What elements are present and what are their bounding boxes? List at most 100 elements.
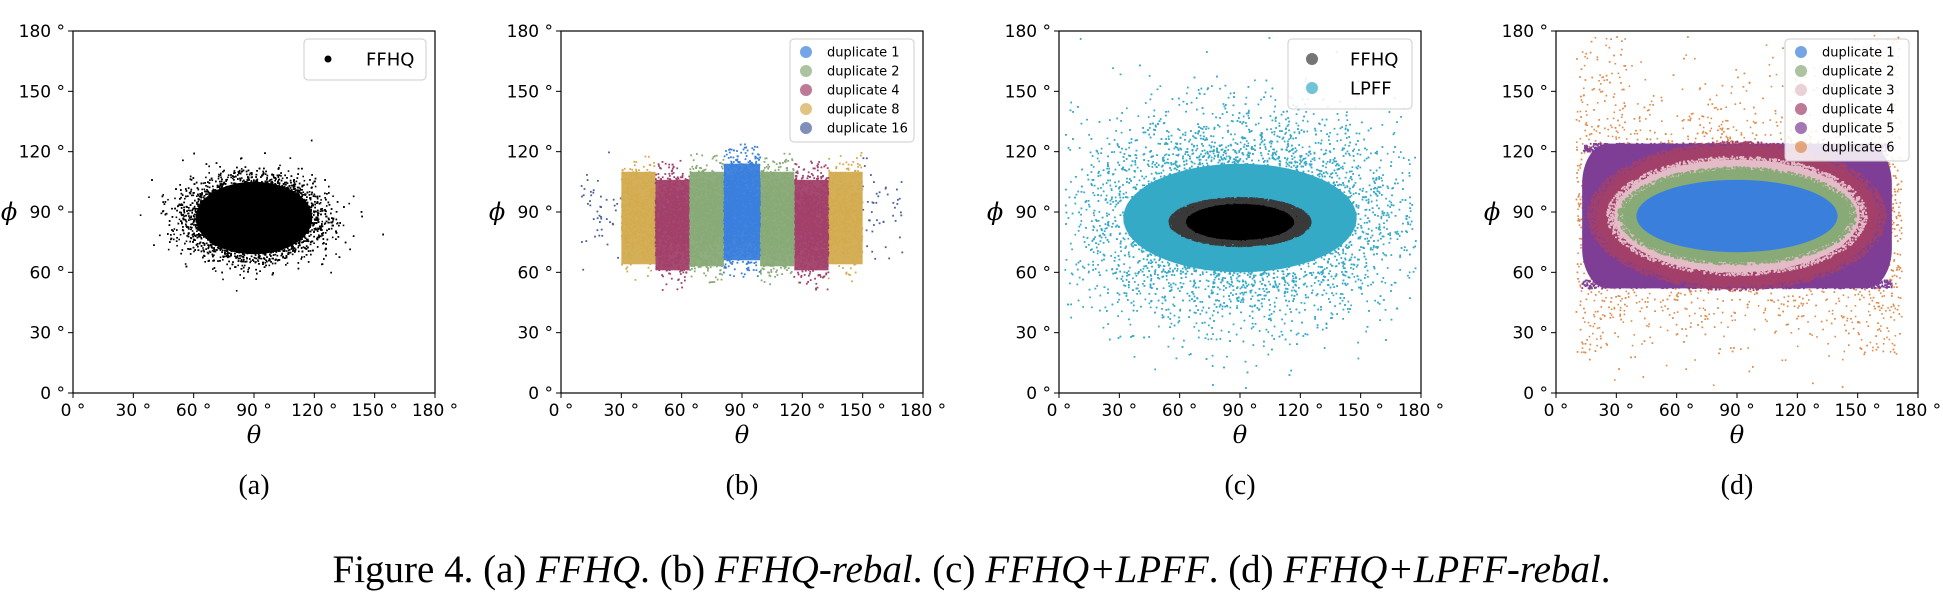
data-point <box>262 230 265 232</box>
data-point <box>252 260 255 262</box>
data-point <box>215 197 218 200</box>
data-point <box>178 238 180 241</box>
data-point <box>331 236 334 239</box>
data-point <box>238 243 241 245</box>
data-point <box>232 184 235 187</box>
data-point <box>297 245 300 247</box>
data-point <box>179 233 182 236</box>
data-point <box>205 185 207 187</box>
data-point <box>235 238 237 241</box>
data-point <box>219 202 221 205</box>
data-point <box>293 235 296 237</box>
data-point <box>233 220 236 223</box>
data-point <box>249 203 252 206</box>
data-point <box>278 239 281 241</box>
data-point <box>280 254 282 257</box>
data-point <box>209 220 211 223</box>
data-point <box>237 264 239 267</box>
data-point <box>304 231 307 234</box>
data-point <box>241 177 243 179</box>
data-point <box>275 236 278 239</box>
data-point <box>222 278 224 281</box>
data-point <box>303 184 305 186</box>
data-point <box>212 268 214 270</box>
data-point <box>208 172 210 174</box>
data-point <box>235 257 237 259</box>
data-point <box>247 189 250 192</box>
data-point <box>173 233 175 236</box>
data-point <box>205 191 207 193</box>
data-point <box>298 191 300 194</box>
data-point <box>216 189 219 192</box>
data-point <box>165 213 167 215</box>
data-point <box>233 223 236 225</box>
data-point <box>323 223 326 225</box>
data-point <box>286 182 289 185</box>
data-point <box>187 209 190 212</box>
data-point <box>173 238 175 241</box>
data-point <box>266 198 269 201</box>
data-point <box>283 187 285 189</box>
data-point <box>185 240 188 243</box>
data-point <box>279 164 281 167</box>
data-point <box>310 221 312 223</box>
data-point <box>255 257 257 260</box>
data-point <box>238 183 241 185</box>
data-point <box>246 256 248 259</box>
data-point <box>247 225 249 228</box>
data-point <box>232 225 235 227</box>
data-point <box>221 235 223 237</box>
data-point <box>308 225 311 227</box>
data-point <box>220 248 223 250</box>
data-point <box>285 237 287 239</box>
data-point <box>222 206 224 209</box>
data-point <box>309 250 312 252</box>
data-point <box>224 190 226 192</box>
data-point <box>266 244 268 247</box>
data-point <box>242 180 244 183</box>
data-point <box>268 242 271 245</box>
data-point <box>217 177 220 180</box>
data-point <box>196 230 198 232</box>
data-point <box>307 212 309 215</box>
data-point <box>221 214 224 217</box>
data-point <box>206 251 209 254</box>
data-point <box>282 242 284 244</box>
data-point <box>248 238 251 240</box>
data-point <box>226 198 228 201</box>
data-point <box>246 173 248 176</box>
data-point <box>311 229 313 231</box>
data-point <box>301 189 303 191</box>
data-point <box>220 199 222 202</box>
data-point <box>250 183 252 185</box>
data-point <box>260 188 262 190</box>
data-point <box>281 177 284 180</box>
data-point <box>308 191 311 193</box>
data-point <box>191 218 194 220</box>
data-point <box>208 213 210 215</box>
data-point <box>285 250 288 252</box>
data-point <box>183 215 185 218</box>
data-point <box>192 194 195 197</box>
data-point <box>242 255 245 258</box>
data-point <box>236 211 238 214</box>
data-point <box>288 188 290 191</box>
data-point <box>239 257 241 260</box>
data-point <box>194 209 197 212</box>
data-point <box>303 256 306 258</box>
data-point <box>237 230 239 233</box>
data-point <box>286 262 289 264</box>
data-point <box>219 256 222 259</box>
data-point <box>200 212 203 215</box>
data-point <box>246 187 248 189</box>
data-point <box>241 264 244 267</box>
data-point <box>278 184 281 186</box>
data-point <box>204 213 206 216</box>
data-point <box>273 225 276 227</box>
data-point <box>305 238 308 240</box>
data-point <box>211 202 213 204</box>
data-point <box>321 220 324 223</box>
data-point <box>194 218 197 220</box>
data-point <box>243 264 246 267</box>
